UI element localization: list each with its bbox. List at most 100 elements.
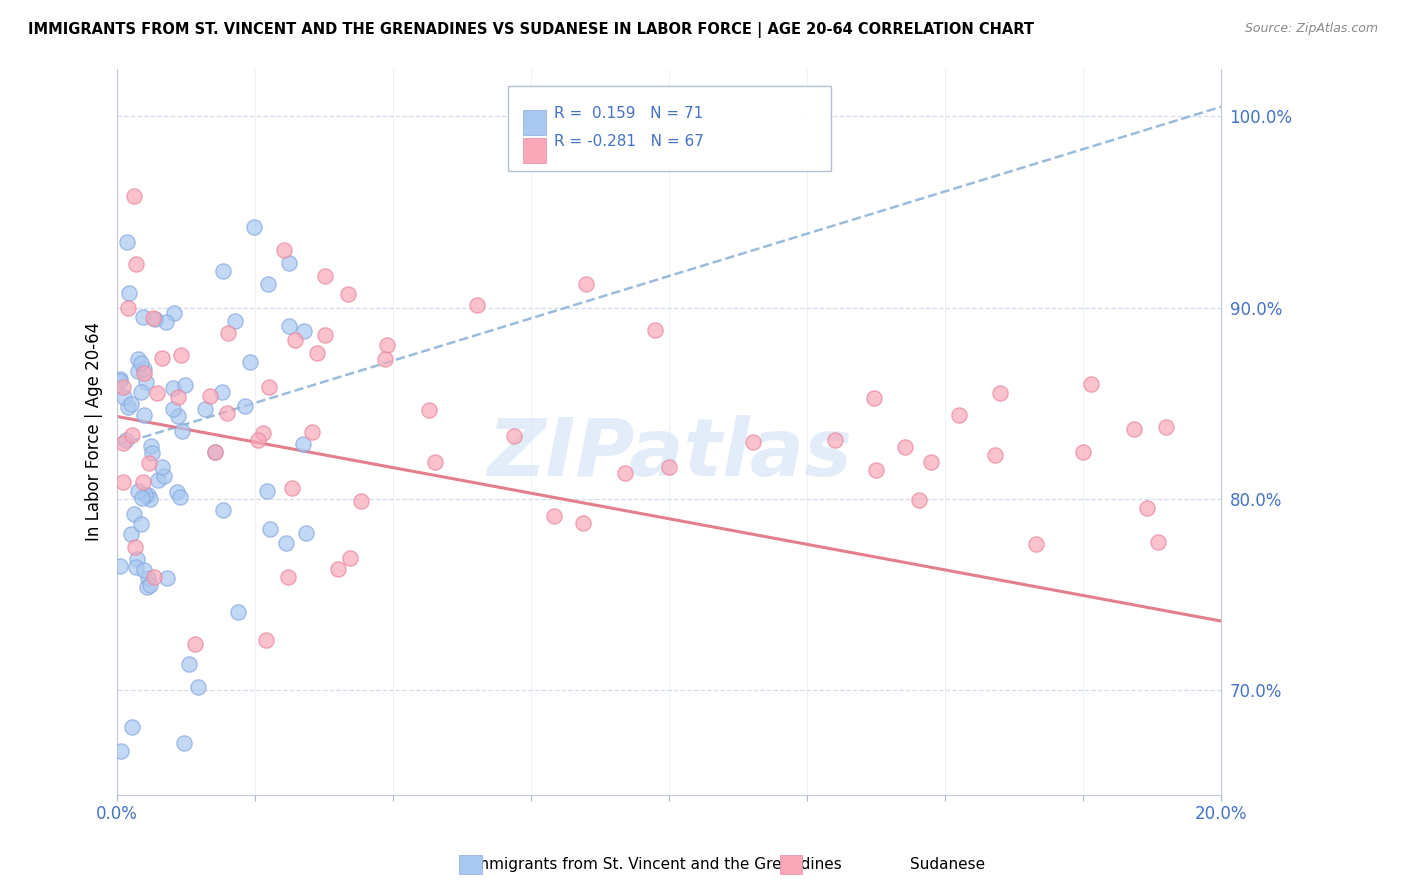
Point [120,526,142,541]
Point [162,402,184,417]
Point [117,400,139,414]
Point [127,552,149,566]
Point [129,384,152,399]
Point [136,581,159,595]
Point [117,235,139,250]
Point [292,324,315,338]
Point [259,522,281,536]
Point [139,578,162,592]
Point [145,385,167,400]
Point [112,436,135,450]
Point [291,437,314,451]
Point [155,315,177,329]
Point [132,475,155,489]
Point [239,355,262,369]
Point [277,570,299,584]
Text: Source: ZipAtlas.com: Source: ZipAtlas.com [1244,22,1378,36]
Point [1123,422,1146,436]
Point [1080,377,1102,392]
Point [217,326,239,340]
Point [187,680,209,694]
Point [824,434,846,448]
Point [326,562,349,576]
Point [141,438,163,452]
Point [307,346,329,360]
Point [121,720,143,734]
Point [117,301,139,315]
Text: IMMIGRANTS FROM ST. VINCENT AND THE GRENADINES VS SUDANESE IN LABOR FORCE | AGE : IMMIGRANTS FROM ST. VINCENT AND THE GREN… [28,22,1035,38]
Point [122,507,145,521]
Point [252,425,274,440]
Text: ZIPatlas: ZIPatlas [486,415,852,492]
Point [131,491,153,505]
Point [138,456,160,470]
Y-axis label: In Labor Force | Age 20-64: In Labor Force | Age 20-64 [86,322,103,541]
Point [990,386,1012,401]
Point [375,337,398,351]
Point [111,475,134,490]
Point [135,375,157,389]
Point [742,434,765,449]
Point [294,526,316,541]
Point [132,366,155,380]
Point [136,488,159,502]
Point [314,269,336,284]
Point [132,408,155,422]
Point [277,256,299,270]
Point [167,390,190,404]
Point [983,448,1005,462]
Point [233,399,256,413]
Point [111,380,134,394]
Point [143,312,166,326]
Point [136,571,159,585]
Point [350,494,373,508]
Point [894,441,917,455]
Point [920,454,942,468]
Text: R =  0.159   N = 71: R = 0.159 N = 71 [554,105,703,120]
Point [1071,445,1094,459]
Point [150,351,173,365]
Point [131,516,153,531]
Point [1025,537,1047,551]
Point [614,467,637,481]
Point [108,374,131,388]
Point [274,535,297,549]
Point [644,323,666,337]
Point [121,428,143,442]
Point [150,460,173,475]
Point [281,481,304,495]
Point [198,389,221,403]
Point [127,351,149,366]
Point [110,559,132,574]
Point [194,401,217,416]
Point [167,409,190,424]
Point [865,462,887,476]
Point [658,459,681,474]
Point [1147,535,1170,549]
Point [948,408,970,422]
Point [124,540,146,554]
Point [273,243,295,257]
Point [254,633,277,648]
Point [129,356,152,370]
Point [169,348,191,362]
Point [243,220,266,235]
Point [246,433,269,447]
Point [127,484,149,499]
Point [211,385,233,400]
Point [169,490,191,504]
Point [132,361,155,376]
Point [465,298,488,312]
Point [339,551,361,566]
Point [115,434,138,448]
Point [575,277,598,291]
Point [284,333,307,347]
Point [156,571,179,585]
Point [143,570,166,584]
Point [174,378,197,392]
Point [257,277,280,291]
Point [177,657,200,672]
Point [184,637,207,651]
Point [503,428,526,442]
Text: R = -0.281   N = 67: R = -0.281 N = 67 [554,135,704,149]
